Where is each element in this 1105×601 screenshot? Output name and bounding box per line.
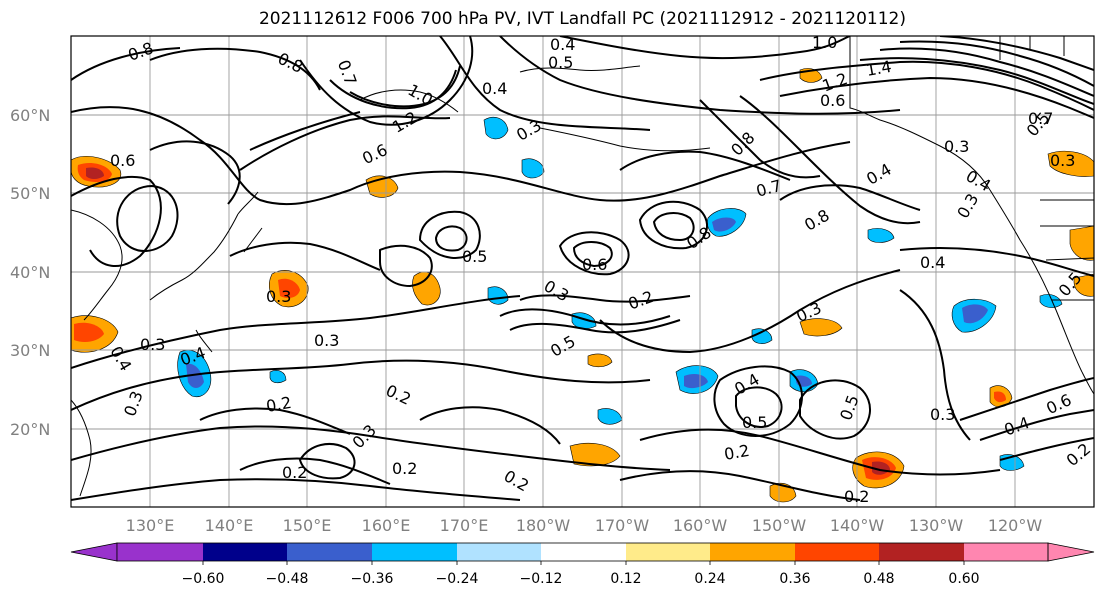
colorbar-tick-label: −0.60 (182, 571, 225, 587)
lon-label: 120°W (988, 516, 1043, 535)
contour-label: 0.6 (582, 255, 607, 274)
lon-label: 150°W (752, 516, 807, 535)
contour-label: 0.2 (282, 463, 307, 482)
lon-label: 170°E (440, 516, 489, 535)
contour-label: 0.3 (266, 287, 291, 306)
colorbar-tick-label: 0.60 (948, 571, 979, 587)
colorbar-extend-low (70, 542, 118, 562)
anomaly-lightblue (483, 117, 509, 140)
lon-label: 130°W (909, 516, 964, 535)
contour-label: 0.6 (820, 91, 845, 110)
colorbar-bin (457, 543, 541, 561)
anomaly-midblue (684, 374, 708, 389)
map-title: 2021112612 F006 700 hPa PV, IVT Landfall… (258, 9, 906, 29)
colorbar-tick-label: −0.12 (520, 571, 563, 587)
contour-label: 1.0 (812, 33, 837, 52)
colorbar-bin (541, 543, 626, 561)
contour-label: 0.2 (265, 393, 293, 416)
contour-label: 0.4 (482, 79, 507, 98)
lon-label: 170°W (595, 516, 650, 535)
anomaly-midblue (186, 363, 204, 388)
contour-label: 0.3 (930, 405, 955, 424)
colorbar-tick-label: −0.36 (351, 571, 394, 587)
anomaly-red (74, 322, 104, 342)
colorbar-tick-label: 0.36 (779, 571, 810, 587)
lon-label: 140°E (205, 516, 254, 535)
anomaly-lightblue (269, 370, 287, 384)
colorbar-bin (203, 543, 287, 561)
anomaly-red (994, 391, 1006, 403)
colorbar-extend-high (1047, 542, 1095, 562)
pv-contours (71, 36, 1094, 501)
contour-label: 0.3 (1050, 151, 1075, 170)
shaded-anomalies (71, 68, 1094, 503)
contour-label: 0.5 (742, 413, 767, 432)
colorbar-tick-label: 0.48 (863, 571, 894, 587)
colorbar-bin (795, 543, 879, 561)
contour-label: 0.2 (392, 459, 417, 478)
lon-label: 160°W (673, 516, 728, 535)
lat-label: 30°N (10, 341, 50, 360)
contour-label: 0.6 (110, 151, 135, 170)
colorbar-bin (372, 543, 457, 561)
coastlines (71, 36, 1094, 497)
contour-label: 0.7 (1028, 109, 1053, 128)
map-frame (70, 35, 1095, 508)
lat-label: 40°N (10, 263, 50, 282)
anomaly-darkred (86, 167, 104, 179)
contour-label: 0.5 (462, 247, 487, 266)
lon-label: 130°E (126, 516, 175, 535)
colorbar-tick-label: −0.48 (266, 571, 309, 587)
contour-label: 0.3 (944, 137, 969, 156)
anomaly-orange (1047, 150, 1094, 177)
colorbar-bin (117, 543, 203, 561)
colorbar-tick-label: −0.24 (436, 571, 479, 587)
contour-label: 0.5 (548, 53, 573, 72)
colorbar: −0.60 −0.48 −0.36 −0.24 −0.12 0.12 0.24 … (70, 542, 1095, 587)
anomaly-orange (799, 318, 843, 337)
anomaly-midblue (962, 304, 988, 324)
anomaly-lightblue (867, 228, 895, 243)
lon-label: 140°W (830, 516, 885, 535)
contour-label: 0.4 (920, 253, 945, 272)
colorbar-bin (964, 543, 1048, 561)
contour-label: 0.2 (844, 487, 869, 506)
colorbar-tick-label: 0.24 (694, 571, 725, 587)
lon-label: 150°E (283, 516, 332, 535)
contour-label: 0.3 (314, 331, 339, 350)
contour-label: 0.4 (550, 35, 575, 54)
lon-label: 180°W (516, 516, 571, 535)
lat-labels: 60°N 50°N 40°N 30°N 20°N (10, 106, 50, 439)
colorbar-bin (626, 543, 710, 561)
colorbar-tick-label: 0.12 (610, 571, 641, 587)
anomaly-orange (569, 443, 621, 467)
colorbar-bin (710, 543, 795, 561)
anomaly-lightblue (521, 158, 545, 179)
lon-labels: 130°E 140°E 150°E 160°E 170°E 180°W 170°… (126, 516, 1043, 535)
lat-label: 50°N (10, 184, 50, 203)
anomaly-midblue (712, 217, 736, 232)
anomaly-lightblue (751, 328, 773, 344)
lat-label: 20°N (10, 420, 50, 439)
colorbar-bin (287, 543, 372, 561)
anomaly-red (278, 278, 300, 298)
map-area: 0.8 0.8 0.7 0.6 1.0 1.2 0.4 0.3 0.4 0.5 … (71, 33, 1094, 507)
lat-label: 60°N (10, 106, 50, 125)
lon-label: 160°E (362, 516, 411, 535)
colorbar-bin (879, 543, 964, 561)
contour-label: 0.3 (140, 335, 165, 354)
contour-label: 1.4 (865, 57, 893, 80)
anomaly-orange (587, 353, 613, 368)
contour-label: 0.2 (723, 441, 751, 464)
